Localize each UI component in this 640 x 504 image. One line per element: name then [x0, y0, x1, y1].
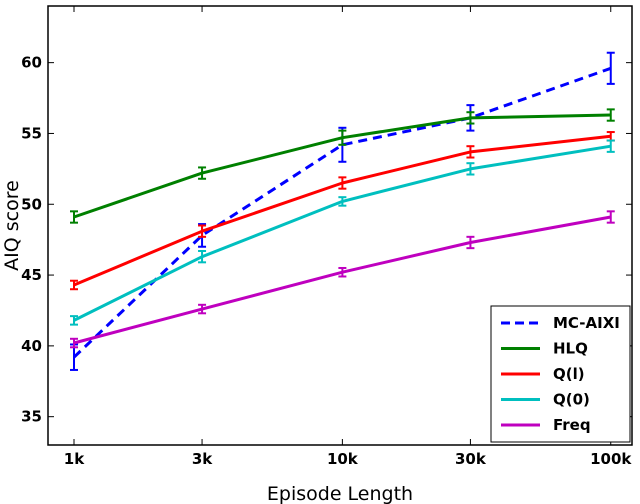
- legend-label-freq: Freq: [553, 416, 591, 434]
- legend-label-q-l-: Q(l): [553, 365, 585, 383]
- error-bar-q-0--3k: [198, 249, 207, 264]
- y-tick-label-55: 55: [21, 124, 42, 142]
- x-tick-label-1k: 1k: [64, 450, 85, 468]
- legend: MC-AIXI HLQ Q(l) Q(0) Freq: [490, 305, 631, 443]
- axis-layer: 35 40 45 50 55 60 1k 3k 10k 30k 100k: [21, 6, 632, 468]
- error-bar-freq-1k: [70, 337, 79, 349]
- legend-item-mc-aixi: MC-AIXI: [501, 314, 620, 332]
- error-bar-freq-30k: [466, 235, 475, 250]
- legend-label-mc-aixi: MC-AIXI: [553, 314, 620, 332]
- legend-item-q-l-: Q(l): [501, 365, 585, 383]
- error-bar-q-0--30k: [466, 162, 475, 176]
- y-tick-label-50: 50: [21, 195, 42, 213]
- error-bar-freq-10k: [338, 266, 347, 278]
- y-tick-label-35: 35: [21, 408, 42, 426]
- series-q-0-: [70, 139, 615, 326]
- y-tick-label-40: 40: [21, 337, 42, 355]
- legend-label-hlq: HLQ: [553, 340, 588, 358]
- legend-label-q-0-: Q(0): [553, 391, 590, 409]
- series-line-q-0-: [73, 144, 612, 322]
- legend-item-hlq: HLQ: [501, 340, 588, 358]
- legend-item-freq: Freq: [501, 416, 591, 434]
- series-layer: [70, 51, 615, 371]
- error-bar-q-l--10k: [338, 176, 347, 190]
- error-bar-hlq-30k: [466, 111, 475, 125]
- x-tick-label-100k: 100k: [590, 450, 632, 468]
- error-bar-mc-aixi-100k: [606, 51, 615, 85]
- error-bar-freq-3k: [198, 303, 207, 315]
- legend-item-q-0-: Q(0): [501, 391, 590, 409]
- series-freq: [70, 210, 615, 349]
- y-tick-label-60: 60: [21, 54, 42, 72]
- y-tick-label-45: 45: [21, 266, 42, 284]
- error-bar-q-l--30k: [466, 145, 475, 159]
- error-bar-q-l--1k: [70, 279, 79, 291]
- series-hlq: [70, 108, 615, 224]
- x-axis-title: Episode Length: [267, 483, 413, 504]
- error-bar-hlq-100k: [606, 108, 615, 122]
- error-bar-hlq-3k: [198, 166, 207, 180]
- error-bar-hlq-10k: [338, 129, 347, 146]
- plot-frame: [47, 5, 633, 446]
- error-bar-q-0--100k: [606, 139, 615, 153]
- x-tick-label-30k: 30k: [455, 450, 487, 468]
- x-tick-label-10k: 10k: [327, 450, 359, 468]
- error-bar-q-0--10k: [338, 196, 347, 207]
- error-bar-hlq-1k: [70, 210, 79, 224]
- x-tick-label-3k: 3k: [192, 450, 213, 468]
- error-bar-q-0--1k: [70, 315, 79, 326]
- y-axis-title: AIQ score: [1, 180, 23, 271]
- error-bar-freq-100k: [606, 210, 615, 224]
- error-bar-q-l--3k: [198, 224, 207, 238]
